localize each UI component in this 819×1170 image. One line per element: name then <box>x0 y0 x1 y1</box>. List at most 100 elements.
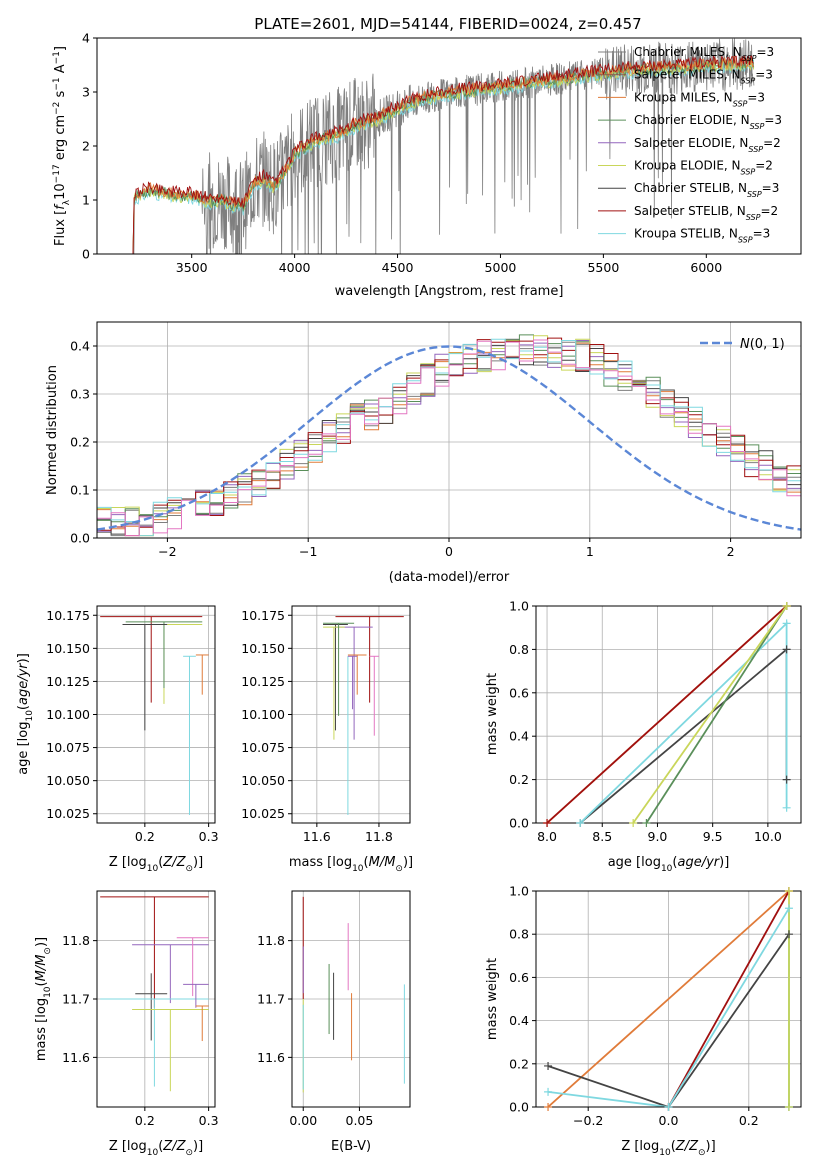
figure-title: PLATE=2601, MJD=54144, FIBERID=0024, z=0… <box>254 15 641 33</box>
y-tick-label: 10.150 <box>241 641 285 656</box>
weight-line <box>547 891 790 1107</box>
plot-area <box>100 616 209 816</box>
axes-frame <box>535 605 802 824</box>
legend-entry: Chabrier STELIB, NSSP=3 <box>634 181 779 199</box>
panels: 3500 4000 4500 5000 5500 6000 0 1 2 3 4 wavelength … <box>16 31 802 1158</box>
x-tick-label: 0.05 <box>346 1113 374 1128</box>
legend-entry: Salpeter STELIB, NSSP=2 <box>634 204 778 222</box>
y-tick-label: 10.025 <box>46 806 90 821</box>
weight-marker <box>782 775 791 784</box>
residuals-axes: −2 −1 0 1 2 0.0 0.1 0.2 0.3 0.4 (data-model)/error… <box>45 321 802 585</box>
weight-line <box>546 606 788 823</box>
x-tick-label: 8.5 <box>592 829 612 844</box>
plot-area <box>546 606 788 823</box>
x-axis-label: (data-model)/error <box>389 570 510 585</box>
y-tick-label: 2 <box>82 139 90 154</box>
weight-line <box>667 891 790 1107</box>
y-tick-label: 0.1 <box>70 483 90 498</box>
y-tick-label: 11.7 <box>257 992 285 1007</box>
x-tick-label: 0.0 <box>659 1113 679 1128</box>
mass-vs-Z-axes: 0.2 0.3 11.6 11.7 11.8 Z [log10(Z/Z⊙)] mass [l… <box>34 890 219 1158</box>
x-tick-label: 9.5 <box>703 829 723 844</box>
weight-marker <box>784 904 793 913</box>
weight-marker <box>664 1103 673 1111</box>
y-tick-label: 0.2 <box>70 435 90 450</box>
histogram-step <box>97 339 801 537</box>
y-tick-label: 1.0 <box>509 884 529 899</box>
x-tick-label: −2 <box>158 544 176 559</box>
y-tick-label: 11.8 <box>257 933 285 948</box>
x-tick-label: 4500 <box>382 260 414 275</box>
y-tick-label: 11.6 <box>257 1050 285 1065</box>
age-vs-mass-axes: 11.6 11.8 10.025 10.050 10.075 10.100 10.125 10… <box>241 605 413 874</box>
plot-area <box>547 891 790 1107</box>
weight-line <box>632 606 788 823</box>
x-tick-label: 3500 <box>176 260 208 275</box>
y-tick-label: 10.175 <box>46 608 90 623</box>
x-tick-label: 0 <box>445 544 453 559</box>
x-tick-label: 2 <box>727 544 735 559</box>
x-tick-label: 1 <box>586 544 594 559</box>
weight-marker <box>784 887 793 895</box>
weight-marker <box>782 803 791 812</box>
plot-area <box>97 334 801 537</box>
x-tick-label: 4000 <box>279 260 311 275</box>
y-axis-label: Flux [fλ10−17 erg cm−2 s−1 A−1] <box>52 46 72 246</box>
x-tick-label: 0.2 <box>135 1113 155 1128</box>
mass-vs-EBV-axes: 0.00 0.05 11.6 11.7 11.8 E(B-V) <box>257 890 411 1154</box>
y-tick-label: 11.7 <box>62 992 90 1007</box>
y-tick-label: 4 <box>82 31 90 46</box>
x-tick-label: 0.00 <box>289 1113 317 1128</box>
x-tick-label: −1 <box>299 544 317 559</box>
legend-entry: N(0, 1) <box>740 337 785 352</box>
x-axis-label: Z [log10(Z/Z⊙)] <box>109 855 203 874</box>
age-vs-Z-axes: 0.2 0.3 10.025 10.050 10.075 10.100 10.125 10.1… <box>16 605 219 874</box>
legend-entry: Kroupa STELIB, NSSP=3 <box>634 227 770 245</box>
y-axis-label: mass [log10(M/M⊙)] <box>34 937 53 1061</box>
massweight-vs-Z-axes: −0.2 0.0 0.2 0.0 0.2 0.4 0.6 0.8 1.0 Z [log10(Z/Z… <box>485 884 802 1158</box>
legend-entry: Kroupa ELODIE, NSSP=2 <box>634 159 773 177</box>
y-tick-label: 10.075 <box>46 740 90 755</box>
x-axis-label: mass [log10(M/M⊙)] <box>289 855 413 874</box>
y-tick-label: 10.025 <box>241 806 285 821</box>
x-tick-label: 9.0 <box>648 829 668 844</box>
normal-curve <box>97 345 801 531</box>
histogram-step <box>97 335 801 537</box>
weight-marker <box>544 1103 553 1111</box>
legend-entry: Chabrier MILES, NSSP=3 <box>634 45 774 63</box>
x-axis-label: wavelength [Angstrom, rest frame] <box>335 284 564 299</box>
x-tick-label: 0.3 <box>199 829 219 844</box>
y-tick-label: 10.150 <box>46 641 90 656</box>
y-tick-label: 1 <box>82 193 90 208</box>
y-tick-label: 10.125 <box>241 674 285 689</box>
x-axis-label: age [log10(age/yr)] <box>608 855 730 874</box>
y-tick-label: 10.075 <box>241 740 285 755</box>
y-tick-label: 0.4 <box>509 729 529 744</box>
spectrum-model-line <box>132 54 755 254</box>
y-tick-label: 0.8 <box>509 927 529 942</box>
weight-marker <box>576 819 585 827</box>
x-tick-label: 5500 <box>587 260 619 275</box>
x-tick-label: 0.2 <box>135 829 155 844</box>
y-tick-label: 10.100 <box>46 707 90 722</box>
weight-marker <box>544 1087 553 1096</box>
y-tick-label: 1.0 <box>509 599 529 614</box>
y-axis-label: age [log10(age/yr)] <box>16 653 35 775</box>
y-tick-label: 3 <box>82 85 90 100</box>
y-tick-label: 11.8 <box>62 933 90 948</box>
x-tick-label: 0.3 <box>199 1113 219 1128</box>
y-tick-label: 0.8 <box>509 642 529 657</box>
plot-area <box>100 896 209 1092</box>
histogram-step <box>97 344 801 535</box>
y-tick-label: 0.4 <box>509 1013 529 1028</box>
x-axis-label: Z [log10(Z/Z⊙)] <box>621 1139 715 1158</box>
weight-marker <box>784 930 793 939</box>
x-axis-label: E(B-V) <box>331 1139 371 1154</box>
plot-area <box>132 38 755 254</box>
histogram-step <box>97 337 801 537</box>
legend-entry: Kroupa MILES, NSSP=3 <box>634 90 765 108</box>
x-tick-label: 11.6 <box>303 829 331 844</box>
spectrum-axes: 3500 4000 4500 5000 5500 6000 0 1 2 3 4 wavelength … <box>52 31 802 299</box>
plot-area <box>323 616 404 816</box>
y-tick-label: 10.050 <box>46 773 90 788</box>
